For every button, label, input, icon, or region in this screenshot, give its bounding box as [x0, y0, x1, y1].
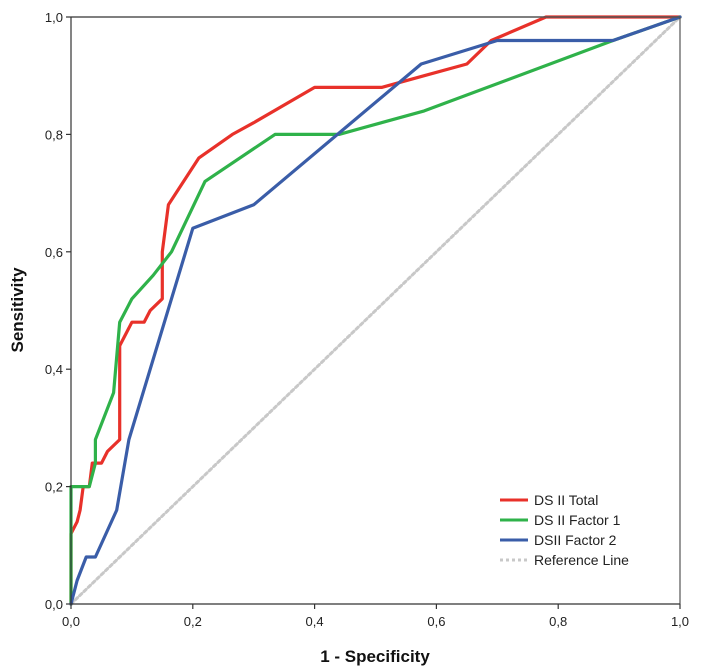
series-line-dsii-factor-2 — [69, 15, 682, 606]
x-axis-title: 1 - Specificity — [320, 647, 430, 666]
x-tick-label: 0,2 — [184, 614, 202, 629]
plot-frame — [70, 16, 681, 605]
x-tick-label: 1,0 — [671, 614, 689, 629]
series-line-ds-ii-factor-1 — [69, 15, 682, 606]
y-tick-label: 0,8 — [45, 127, 63, 142]
y-axis-title: Sensitivity — [8, 267, 27, 353]
legend-label-dsii-factor-2: DSII Factor 2 — [534, 532, 617, 548]
x-tick-label: 0,8 — [549, 614, 567, 629]
series-line-reference-line — [69, 15, 682, 606]
legend: DS II Total DS II Factor 1 DSII Factor 2 Re… — [500, 492, 629, 568]
y-axis-ticks: 0,0 0,2 0,4 0,6 0,8 1,0 — [45, 10, 71, 612]
series-layer — [69, 15, 682, 606]
y-tick-label: 1,0 — [45, 10, 63, 25]
y-tick-label: 0,6 — [45, 245, 63, 260]
legend-label-reference-line: Reference Line — [534, 552, 629, 568]
y-tick-label: 0,2 — [45, 480, 63, 495]
x-tick-label: 0,6 — [427, 614, 445, 629]
legend-label-ds-ii-total: DS II Total — [534, 492, 598, 508]
reference-layer — [69, 15, 682, 606]
y-tick-label: 0,0 — [45, 597, 63, 612]
y-tick-label: 0,4 — [45, 362, 63, 377]
x-tick-label: 0,4 — [306, 614, 324, 629]
legend-label-ds-ii-factor-1: DS II Factor 1 — [534, 512, 621, 528]
x-axis-ticks: 0,0 0,2 0,4 0,6 0,8 1,0 — [62, 604, 689, 629]
x-tick-label: 0,0 — [62, 614, 80, 629]
